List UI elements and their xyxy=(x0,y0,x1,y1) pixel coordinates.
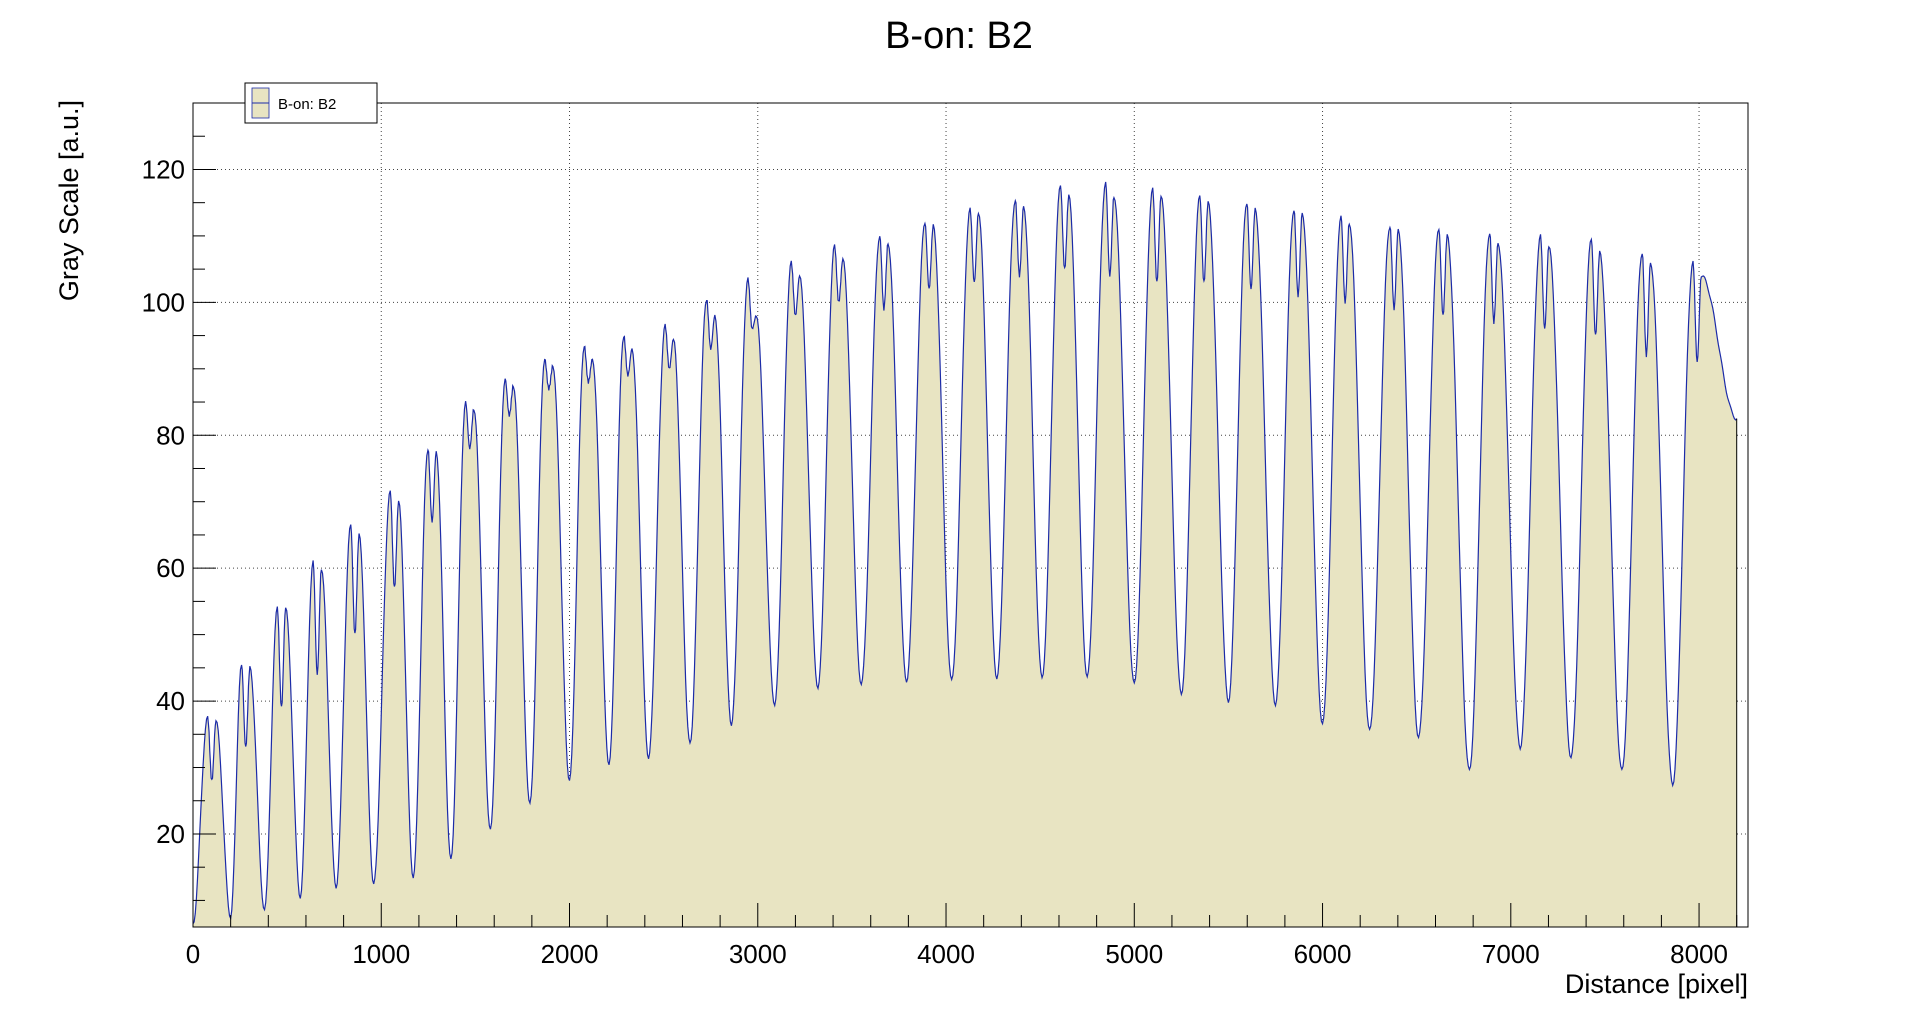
x-axis-label: Distance [pixel] xyxy=(1565,969,1748,999)
y-tick-label: 120 xyxy=(142,154,185,184)
x-tick-label: 2000 xyxy=(541,939,599,969)
y-tick-label: 60 xyxy=(156,553,185,583)
series-area-fill xyxy=(193,181,1737,928)
x-tick-label: 5000 xyxy=(1105,939,1163,969)
x-tick-label: 8000 xyxy=(1670,939,1728,969)
legend-label: B-on: B2 xyxy=(278,96,336,113)
y-tick-label: 40 xyxy=(156,686,185,716)
y-tick-label: 100 xyxy=(142,287,185,317)
x-tick-label: 1000 xyxy=(352,939,410,969)
legend: B-on: B2 xyxy=(244,82,378,124)
series-line xyxy=(192,181,1738,925)
chart-title: B-on: B2 xyxy=(885,15,1033,57)
x-tick-label: 6000 xyxy=(1294,939,1352,969)
x-tick-label: 0 xyxy=(186,939,200,969)
x-tick-label: 4000 xyxy=(917,939,975,969)
y-axis-label: Gray Scale [a.u.] xyxy=(54,100,84,301)
x-tick-label: 7000 xyxy=(1482,939,1540,969)
y-tick-label: 20 xyxy=(156,819,185,849)
y-tick-label: 80 xyxy=(156,420,185,450)
plot-frame xyxy=(192,102,1749,928)
x-tick-label: 3000 xyxy=(729,939,787,969)
